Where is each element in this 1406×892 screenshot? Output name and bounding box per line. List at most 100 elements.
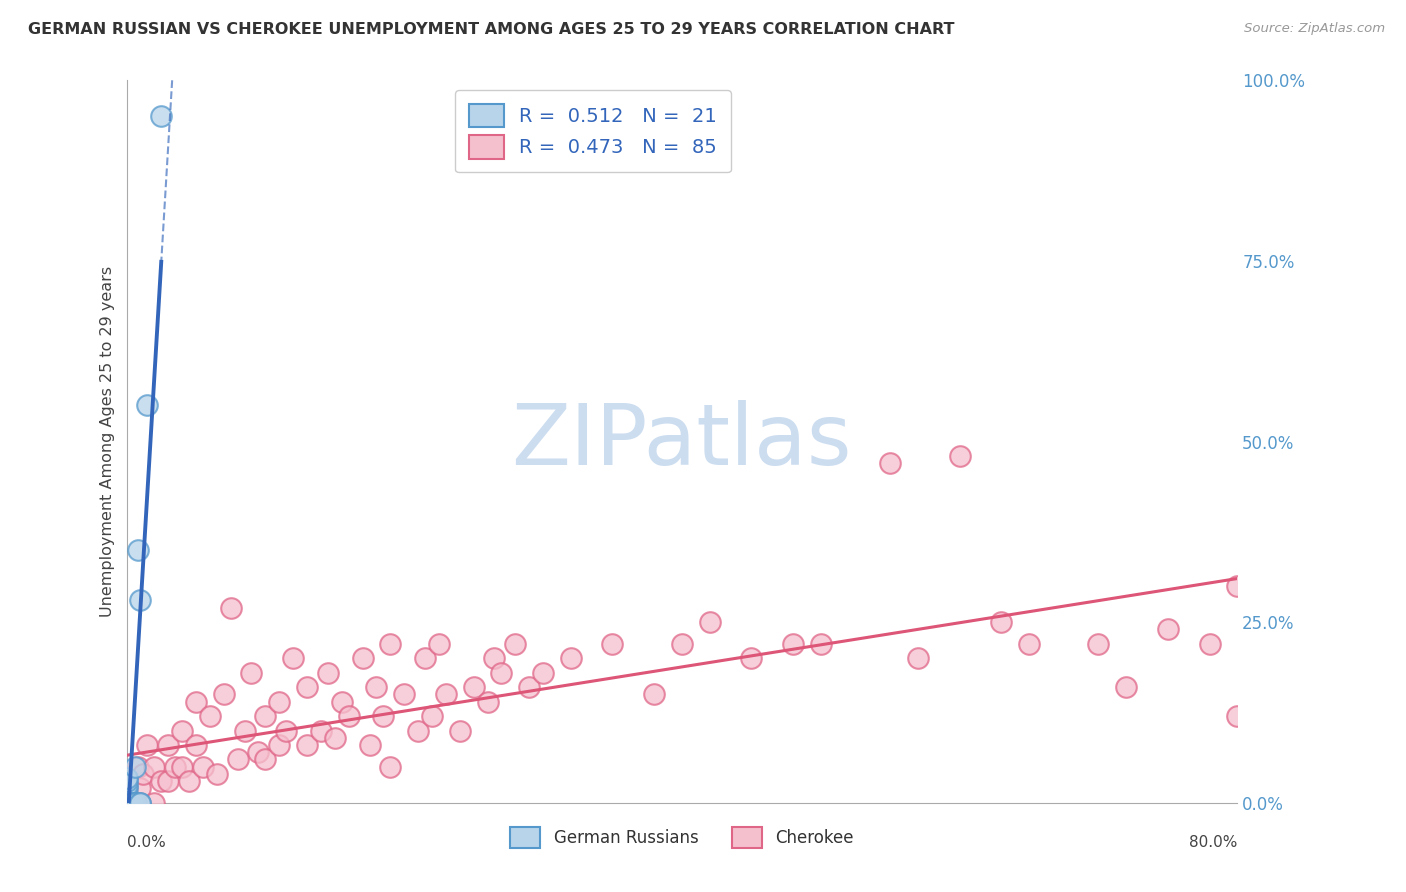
Point [491,665,513,680]
Point [124,760,146,774]
Point [1226,579,1249,593]
Point [517,680,540,694]
Point [879,456,901,470]
Point [269,695,291,709]
Point [503,637,526,651]
Point [602,637,624,651]
Y-axis label: Unemployment Among Ages 25 to 29 years: Unemployment Among Ages 25 to 29 years [100,266,115,617]
Point [330,695,353,709]
Point [309,723,332,738]
Point [406,723,429,738]
Point [671,637,693,651]
Point [125,796,148,810]
Point [373,709,395,723]
Point [115,771,138,785]
Point [366,680,388,694]
Point [247,745,270,759]
Point [948,449,970,463]
Point [177,774,200,789]
Point [1115,680,1137,694]
Point [276,723,298,738]
Point [316,665,339,680]
Point [212,687,235,701]
Text: Source: ZipAtlas.com: Source: ZipAtlas.com [1244,22,1385,36]
Point [143,796,166,810]
Point [157,774,180,789]
Point [740,651,762,665]
Point [150,110,173,124]
Point [122,796,145,810]
Legend: German Russians, Cherokee: German Russians, Cherokee [502,819,862,856]
Text: 80.0%: 80.0% [1189,835,1237,850]
Point [198,709,221,723]
Point [205,767,228,781]
Point [810,637,832,651]
Point [531,665,554,680]
Point [115,789,138,803]
Point [463,680,485,694]
Point [254,709,277,723]
Point [157,738,180,752]
Point [115,789,138,803]
Point [295,738,318,752]
Point [782,637,804,651]
Point [449,723,471,738]
Point [129,593,152,607]
Point [643,687,665,701]
Point [117,796,139,810]
Point [172,723,194,738]
Point [560,651,582,665]
Point [233,723,256,738]
Point [115,796,138,810]
Text: ZIPatlas: ZIPatlas [512,400,852,483]
Point [121,796,143,810]
Point [990,615,1012,630]
Point [323,731,346,745]
Point [359,738,381,752]
Point [115,792,138,806]
Point [380,637,402,651]
Point [907,651,929,665]
Point [699,615,721,630]
Point [129,796,152,810]
Point [240,665,263,680]
Point [219,600,242,615]
Point [380,760,402,774]
Point [1018,637,1040,651]
Point [413,651,436,665]
Point [127,542,149,557]
Point [1087,637,1109,651]
Point [254,752,277,766]
Point [122,796,145,810]
Point [115,789,138,803]
Point [172,760,194,774]
Point [115,778,138,792]
Point [184,738,207,752]
Point [1198,637,1220,651]
Point [191,760,214,774]
Point [115,796,138,810]
Point [127,760,149,774]
Point [477,695,499,709]
Point [115,796,138,810]
Point [115,796,138,810]
Point [226,752,249,766]
Point [115,787,138,801]
Point [129,781,152,796]
Text: 0.0%: 0.0% [127,835,166,850]
Point [115,781,138,796]
Point [420,709,443,723]
Point [150,774,173,789]
Point [129,796,152,810]
Point [132,767,155,781]
Point [352,651,374,665]
Point [1226,709,1249,723]
Point [118,796,141,810]
Point [122,796,145,810]
Point [143,760,166,774]
Point [337,709,360,723]
Point [434,687,457,701]
Text: GERMAN RUSSIAN VS CHEROKEE UNEMPLOYMENT AMONG AGES 25 TO 29 YEARS CORRELATION CH: GERMAN RUSSIAN VS CHEROKEE UNEMPLOYMENT … [28,22,955,37]
Point [136,738,159,752]
Point [115,781,138,796]
